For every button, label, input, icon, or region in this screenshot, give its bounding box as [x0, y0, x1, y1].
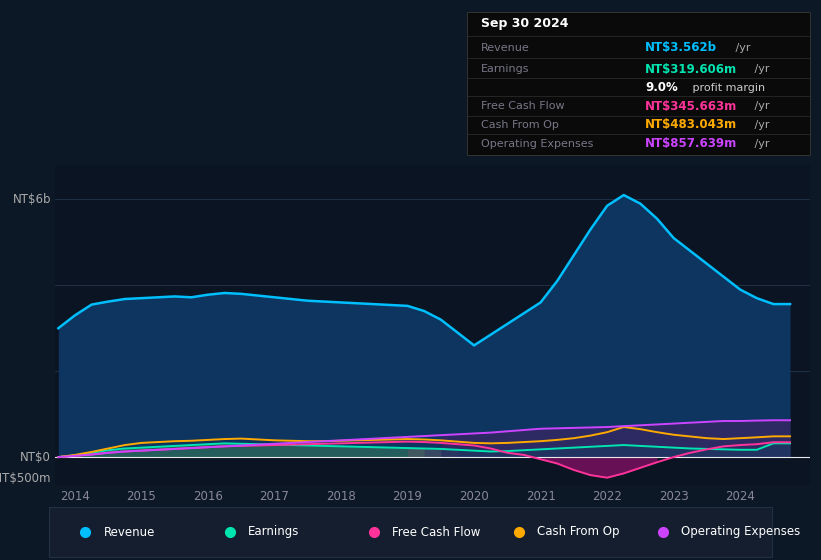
Text: /yr: /yr — [751, 120, 769, 130]
Text: Free Cash Flow: Free Cash Flow — [481, 101, 564, 111]
Text: NT$3.562b: NT$3.562b — [645, 41, 718, 54]
Text: Operating Expenses: Operating Expenses — [481, 138, 593, 148]
Text: -NT$500m: -NT$500m — [0, 472, 51, 485]
Text: NT$6b: NT$6b — [12, 193, 51, 206]
Text: Free Cash Flow: Free Cash Flow — [392, 525, 481, 539]
Text: /yr: /yr — [751, 64, 769, 74]
Text: Cash From Op: Cash From Op — [537, 525, 619, 539]
Text: NT$345.663m: NT$345.663m — [645, 100, 737, 113]
Text: NT$0: NT$0 — [20, 451, 51, 464]
Text: profit margin: profit margin — [690, 83, 765, 93]
Text: NT$483.043m: NT$483.043m — [645, 119, 737, 132]
Text: /yr: /yr — [732, 43, 750, 53]
Text: Sep 30 2024: Sep 30 2024 — [481, 17, 568, 30]
Text: NT$857.639m: NT$857.639m — [645, 137, 737, 150]
Text: Earnings: Earnings — [248, 525, 300, 539]
Text: NT$319.606m: NT$319.606m — [645, 63, 737, 76]
Text: Cash From Op: Cash From Op — [481, 120, 558, 130]
Text: Revenue: Revenue — [103, 525, 155, 539]
Text: /yr: /yr — [751, 138, 769, 148]
Text: Earnings: Earnings — [481, 64, 530, 74]
Text: 9.0%: 9.0% — [645, 81, 678, 94]
Text: /yr: /yr — [751, 101, 769, 111]
Text: Operating Expenses: Operating Expenses — [681, 525, 800, 539]
Text: Revenue: Revenue — [481, 43, 530, 53]
